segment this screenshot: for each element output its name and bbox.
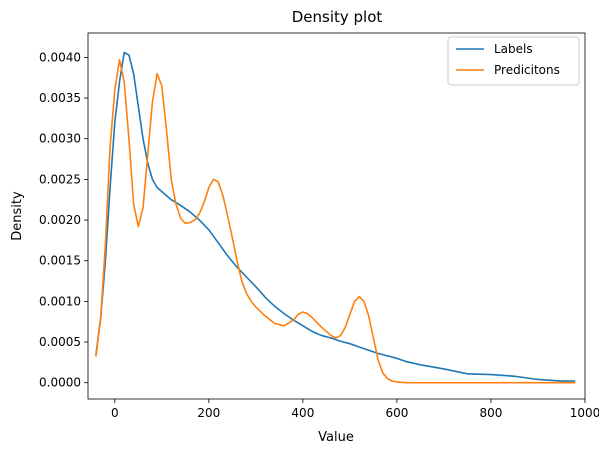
y-tick-label: 0.0005 xyxy=(39,335,81,349)
series-line-1 xyxy=(95,59,576,384)
x-tick-label: 600 xyxy=(385,406,408,420)
y-axis-label: Density xyxy=(10,191,25,241)
legend-label-1: Predicitons xyxy=(494,63,560,77)
y-tick-label: 0.0000 xyxy=(39,376,81,390)
axes-frame xyxy=(87,32,586,400)
y-axis-ticks: 0.0000 0.0005 0.0010 0.0015 0.0020 0.0025 0.00… xyxy=(39,50,88,390)
y-tick-label: 0.0010 xyxy=(39,294,81,308)
plot-area xyxy=(95,51,576,384)
y-tick-label: 0.0020 xyxy=(39,213,81,227)
x-axis-label: Value xyxy=(318,430,354,445)
x-tick-label: 0 xyxy=(111,406,119,420)
y-tick-label: 0.0025 xyxy=(39,172,81,186)
series-line-0 xyxy=(95,51,576,382)
x-tick-label: 400 xyxy=(291,406,314,420)
x-tick-label: 1000 xyxy=(570,406,599,420)
x-tick-label: 800 xyxy=(480,406,503,420)
chart-title: Density plot xyxy=(292,8,383,26)
y-tick-label: 0.0030 xyxy=(39,132,81,146)
y-tick-label: 0.0015 xyxy=(39,254,81,268)
legend-label-0: Labels xyxy=(494,42,533,56)
x-tick-label: 200 xyxy=(197,406,220,420)
y-tick-label: 0.0040 xyxy=(39,50,81,64)
legend: Labels Predicitons xyxy=(447,36,580,86)
x-axis-ticks: 0 200 400 600 800 1000 xyxy=(111,399,599,420)
y-tick-label: 0.0035 xyxy=(39,91,81,105)
